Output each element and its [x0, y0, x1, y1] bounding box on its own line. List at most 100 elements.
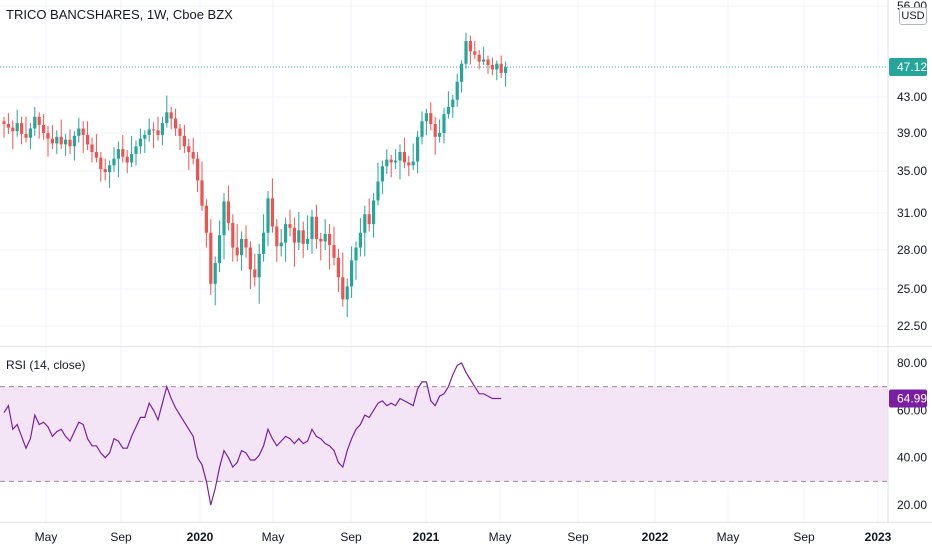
candle-body [11, 127, 15, 132]
candle-body [385, 159, 389, 167]
candles [2, 32, 508, 318]
candle-body [297, 230, 301, 243]
price-tick-label: 31.00 [897, 206, 927, 220]
candle-body [20, 123, 24, 134]
candle-body [407, 162, 411, 166]
candle-body [504, 67, 508, 73]
candle-body [121, 149, 125, 157]
candle-body [323, 233, 327, 242]
candle-body [103, 169, 107, 173]
candle-body [222, 201, 226, 236]
candle-body [204, 205, 208, 233]
candle-body [411, 161, 415, 166]
last-price-label: 47.12 [897, 60, 927, 74]
candle-body [416, 136, 420, 162]
candle-body [301, 230, 305, 244]
time-tick-label: Sep [110, 530, 132, 544]
candle-body [442, 114, 446, 133]
candle-body [482, 59, 486, 62]
candle-body [55, 136, 59, 144]
candle-body [460, 63, 464, 82]
time-tick-label: Sep [567, 530, 589, 544]
candle-body [394, 160, 398, 163]
candle-body [477, 54, 481, 62]
candle-body [231, 222, 235, 248]
candle-body [182, 135, 186, 147]
last-price-badge [889, 58, 927, 76]
candle-body [33, 116, 37, 129]
candle-body [169, 112, 173, 119]
candle-body [473, 51, 477, 55]
candle-body [468, 41, 472, 52]
candle-body [354, 247, 358, 261]
time-tick-label: 2021 [413, 530, 440, 544]
candle-body [125, 156, 129, 163]
rsi-tick-label: 40.00 [897, 451, 927, 465]
rsi-indicator-title[interactable]: RSI (14, close) [6, 358, 86, 372]
symbol-title[interactable]: TRICO BANCSHARES, 1W, Cboe BZX [6, 7, 233, 22]
candle-body [253, 269, 257, 278]
price-tick-label: 25.00 [897, 282, 927, 296]
candle-body [86, 134, 90, 145]
candle-body [376, 181, 380, 201]
candle-body [50, 138, 54, 144]
price-tick-label: 22.50 [897, 319, 927, 333]
time-tick-label: May [262, 530, 285, 544]
candle-body [433, 124, 437, 137]
candle-body [350, 260, 354, 287]
value-badges: 47.12 64.99 [889, 58, 927, 408]
time-tick-label: 2020 [187, 530, 214, 544]
rsi-band [0, 386, 888, 482]
candle-body [156, 130, 160, 135]
candle-body [218, 235, 222, 263]
candle-body [288, 224, 292, 228]
rsi-line [3, 362, 502, 506]
candle-body [116, 149, 120, 159]
candle-body [279, 242, 283, 247]
candle-body [420, 121, 424, 137]
time-tick-label: May [35, 530, 58, 544]
candle-body [240, 238, 244, 256]
price-tick-label: 28.00 [897, 243, 927, 257]
candle-body [108, 165, 112, 173]
candle-body [226, 201, 230, 223]
candle-body [306, 238, 310, 244]
time-tick-label: Sep [340, 530, 362, 544]
rsi-tick-label: 80.00 [897, 356, 927, 370]
candle-body [372, 200, 376, 225]
candle-body [310, 216, 314, 239]
candle-body [389, 159, 393, 163]
candle-body [187, 146, 191, 152]
candle-body [143, 134, 147, 139]
time-tick-label: 2023 [865, 530, 892, 544]
candle-body [24, 133, 28, 138]
candle-body [455, 81, 459, 100]
candle-body [262, 232, 266, 254]
candle-body [275, 226, 279, 247]
candle-body [191, 152, 195, 159]
candle-body [451, 99, 455, 107]
time-tick-label: Sep [793, 530, 815, 544]
candle-body [72, 135, 76, 147]
candle-body [424, 113, 428, 122]
candle-body [402, 152, 406, 163]
candle-body [314, 216, 318, 239]
candle-body [99, 157, 103, 170]
candle-body [64, 139, 68, 145]
candle-body [345, 286, 349, 300]
currency-button[interactable]: USD [899, 7, 927, 25]
candle-body [28, 128, 32, 138]
candle-body [174, 118, 178, 129]
candle-body [160, 123, 164, 135]
candle-body [429, 113, 433, 124]
price-tick-label: 35.00 [897, 164, 927, 178]
candle-body [292, 227, 296, 243]
candle-body [284, 224, 288, 243]
price-tick-label: 43.00 [897, 90, 927, 104]
rsi-tick-label: 20.00 [897, 498, 927, 512]
candle-body [15, 123, 19, 132]
candle-body [59, 136, 63, 145]
candle-body [200, 180, 204, 206]
